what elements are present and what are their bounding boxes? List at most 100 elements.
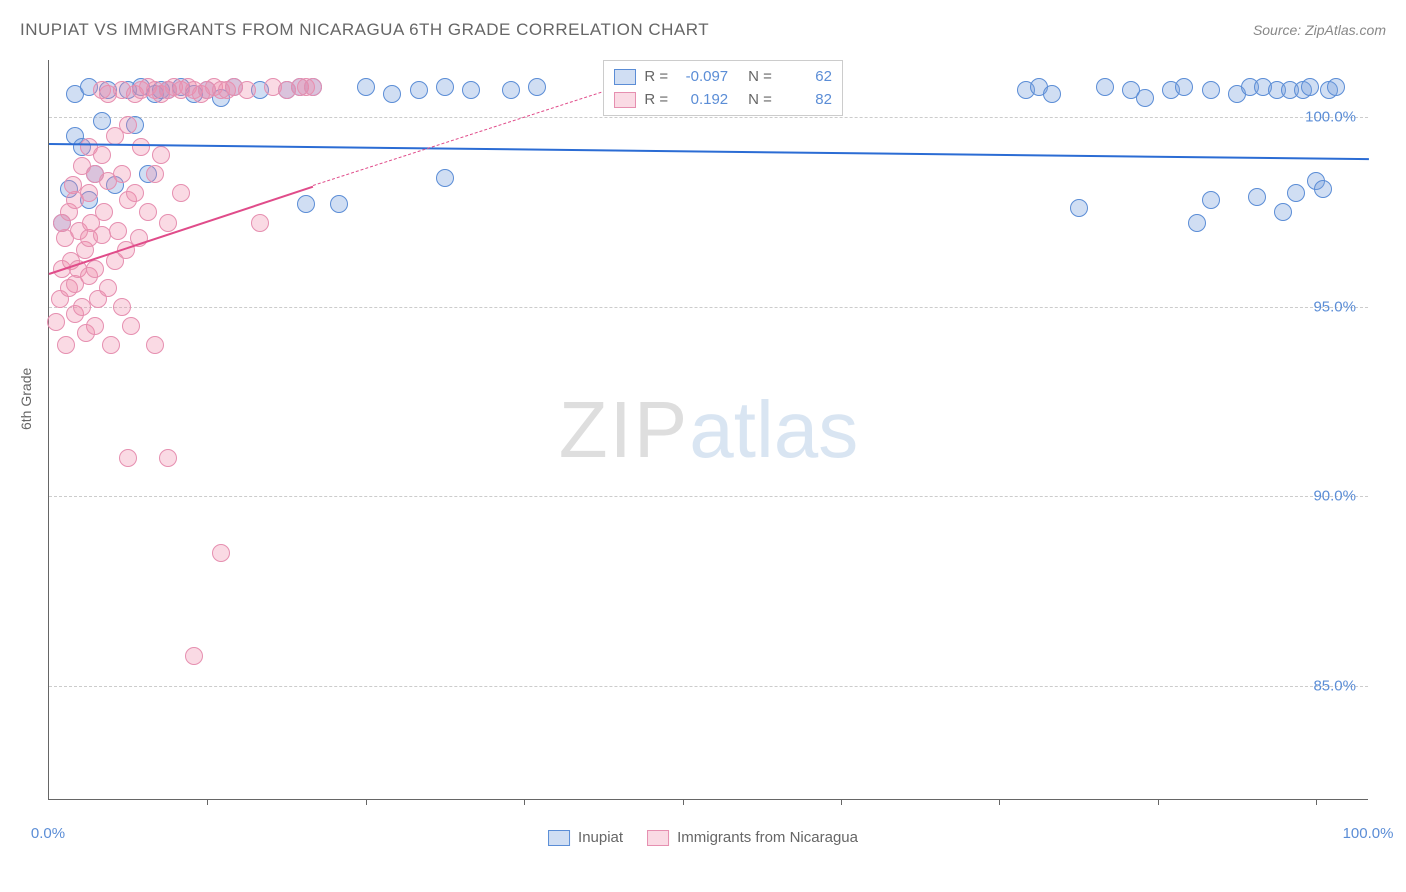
y-tick-label: 95.0% [1313, 298, 1356, 315]
legend-r-value: -0.097 [676, 68, 728, 85]
legend-n-label: N = [748, 68, 772, 85]
data-point [80, 184, 98, 202]
data-point [1327, 78, 1345, 96]
x-tick [683, 799, 684, 805]
data-point [528, 78, 546, 96]
legend-r-label: R = [644, 68, 668, 85]
data-point [1248, 188, 1266, 206]
x-tick [366, 799, 367, 805]
data-point [86, 260, 104, 278]
data-point [436, 169, 454, 187]
legend-r-value: 0.192 [676, 91, 728, 108]
legend-n-value: 62 [780, 68, 832, 85]
data-point [102, 336, 120, 354]
data-point [436, 78, 454, 96]
data-point [238, 81, 256, 99]
legend-row: R = 0.192 N = 82 [614, 88, 832, 111]
data-point [172, 184, 190, 202]
data-point [93, 146, 111, 164]
data-point [113, 165, 131, 183]
chart-title: INUPIAT VS IMMIGRANTS FROM NICARAGUA 6TH… [20, 20, 709, 40]
data-point [185, 647, 203, 665]
data-point [1314, 180, 1332, 198]
legend-swatch [614, 69, 636, 85]
data-point [152, 146, 170, 164]
data-point [1070, 199, 1088, 217]
data-point [159, 214, 177, 232]
data-point [122, 317, 140, 335]
watermark: ZIPatlas [559, 384, 858, 476]
chart-container: INUPIAT VS IMMIGRANTS FROM NICARAGUA 6TH… [0, 0, 1406, 892]
data-point [1175, 78, 1193, 96]
legend-swatch [647, 830, 669, 846]
data-point [119, 116, 137, 134]
data-point [357, 78, 375, 96]
y-tick-label: 100.0% [1305, 108, 1356, 125]
x-tick [1158, 799, 1159, 805]
data-point [330, 195, 348, 213]
legend-row: R = -0.097 N = 62 [614, 65, 832, 88]
legend-label: Inupiat [578, 829, 623, 846]
legend-r-label: R = [644, 91, 668, 108]
data-point [146, 336, 164, 354]
legend-swatch [548, 830, 570, 846]
data-point [462, 81, 480, 99]
legend-n-label: N = [748, 91, 772, 108]
data-point [139, 203, 157, 221]
trend-line [49, 143, 1369, 160]
gridline [49, 117, 1368, 118]
data-point [1136, 89, 1154, 107]
data-point [126, 184, 144, 202]
data-point [1287, 184, 1305, 202]
watermark-zip: ZIP [559, 385, 689, 474]
data-point [1096, 78, 1114, 96]
data-point [1043, 85, 1061, 103]
gridline [49, 686, 1368, 687]
data-point [1202, 81, 1220, 99]
x-tick [1316, 799, 1317, 805]
gridline [49, 496, 1368, 497]
data-point [212, 544, 230, 562]
y-tick-label: 90.0% [1313, 488, 1356, 505]
data-point [113, 298, 131, 316]
x-tick-label: 100.0% [1343, 825, 1394, 842]
x-tick [841, 799, 842, 805]
correlation-legend: R = -0.097 N = 62 R = 0.192 N = 82 [603, 60, 843, 116]
x-tick [999, 799, 1000, 805]
x-tick-label: 0.0% [31, 825, 65, 842]
data-point [57, 336, 75, 354]
x-tick [207, 799, 208, 805]
data-point [383, 85, 401, 103]
data-point [1202, 191, 1220, 209]
data-point [95, 203, 113, 221]
gridline [49, 307, 1368, 308]
data-point [93, 112, 111, 130]
data-point [119, 449, 137, 467]
data-point [297, 195, 315, 213]
legend-item: Inupiat [548, 829, 623, 846]
data-point [251, 214, 269, 232]
legend-n-value: 82 [780, 91, 832, 108]
data-point [410, 81, 428, 99]
bottom-legend: Inupiat Immigrants from Nicaragua [548, 829, 858, 846]
data-point [159, 449, 177, 467]
data-point [86, 317, 104, 335]
plot-area: ZIPatlas 85.0% 90.0% 95.0% 100.0% R = -0.097 N… [48, 60, 1368, 800]
data-point [99, 279, 117, 297]
legend-label: Immigrants from Nicaragua [677, 829, 858, 846]
data-point [146, 165, 164, 183]
data-point [304, 78, 322, 96]
data-point [47, 313, 65, 331]
data-point [1301, 78, 1319, 96]
data-point [502, 81, 520, 99]
legend-item: Immigrants from Nicaragua [647, 829, 858, 846]
x-tick [524, 799, 525, 805]
data-point [109, 222, 127, 240]
y-axis-label: 6th Grade [18, 368, 34, 430]
legend-swatch [614, 92, 636, 108]
source-attribution: Source: ZipAtlas.com [1253, 22, 1386, 38]
data-point [132, 138, 150, 156]
y-tick-label: 85.0% [1313, 678, 1356, 695]
data-point [1188, 214, 1206, 232]
data-point [1274, 203, 1292, 221]
